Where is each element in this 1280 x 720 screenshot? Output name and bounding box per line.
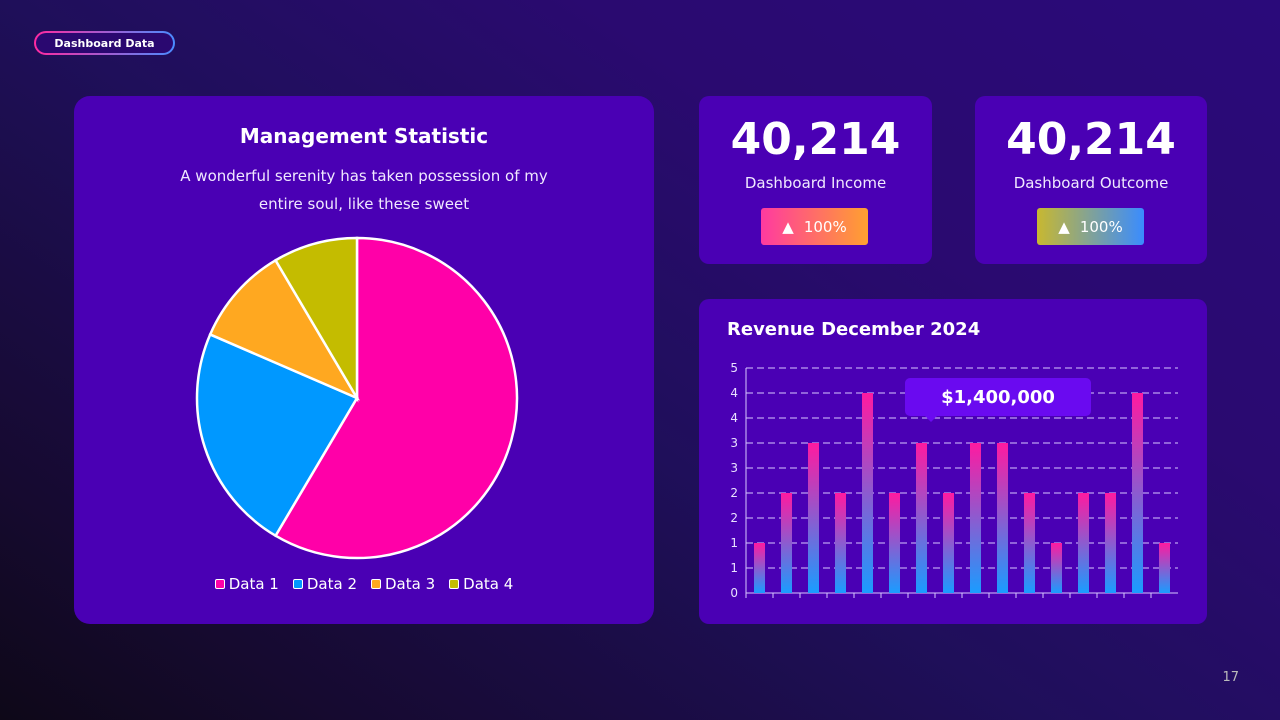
bar-10: [997, 443, 1008, 593]
bar-1: [754, 543, 765, 593]
bar-9: [970, 443, 981, 593]
triangle-up-icon: ▲: [782, 217, 794, 236]
income-value: 40,214: [730, 114, 901, 165]
y-tick-label: 3: [730, 436, 738, 450]
legend-swatch: [371, 579, 381, 589]
income-label: Dashboard Income: [744, 174, 887, 192]
bar-15: [1132, 393, 1143, 593]
bar-5: [862, 393, 873, 593]
y-tick-label: 4: [730, 411, 738, 425]
legend-item: Data 2: [292, 575, 357, 593]
triangle-up-icon: ▲: [1058, 217, 1070, 236]
y-tick-label: 2: [730, 511, 738, 525]
pie-slice-2: [195, 332, 359, 538]
legend-swatch: [292, 579, 303, 589]
page-number: 17: [1222, 670, 1239, 685]
legend-label: Data 4: [463, 575, 514, 593]
income-badge: ▲ 100%: [761, 208, 868, 245]
bar-16: [1159, 543, 1170, 593]
bar-7: [916, 443, 927, 593]
bar-3: [808, 443, 819, 593]
legend-label: Data 1: [228, 575, 279, 593]
legend-label: Data 3: [385, 575, 436, 593]
pie-title: Management Statistic: [239, 124, 489, 148]
legend-label: Data 2: [306, 575, 357, 593]
y-tick-label: 2: [730, 486, 738, 500]
bar-4: [835, 493, 846, 593]
bar-12: [1051, 543, 1062, 593]
pie-slice-3: [208, 258, 361, 401]
outcome-value: 40,214: [1006, 114, 1176, 165]
bar-13: [1078, 493, 1089, 593]
legend-swatch: [449, 579, 460, 589]
y-tick-label: 5: [730, 361, 738, 375]
y-tick-label: 3: [730, 461, 738, 475]
pie-slice-4: [273, 236, 359, 403]
revenue-tooltip: $1,400,000: [905, 378, 1091, 416]
income-card: 40,214 Dashboard Income ▲ 100%: [699, 96, 932, 264]
y-tick-label: 0: [730, 586, 738, 600]
legend-item: Data 1: [214, 575, 279, 593]
outcome-label: Dashboard Outcome: [1013, 174, 1169, 192]
bar-14: [1105, 493, 1116, 593]
pie-slice-1: [273, 236, 519, 560]
y-tick-label: 1: [730, 536, 738, 550]
pie-legend: Data 1 Data 2 Data 3 Data 4: [74, 575, 654, 593]
outcome-change: 100%: [1079, 217, 1123, 236]
legend-item: Data 4: [449, 575, 513, 593]
outcome-card: 40,214 Dashboard Outcome ▲ 100%: [975, 96, 1207, 264]
bar-11: [1024, 493, 1035, 593]
tooltip-pointer: [925, 416, 937, 428]
outcome-badge: ▲ 100%: [1037, 208, 1144, 245]
income-change: 100%: [803, 217, 847, 236]
legend-swatch: [214, 579, 225, 589]
y-tick-label: 1: [730, 561, 738, 575]
bar-2: [781, 493, 792, 593]
bar-8: [943, 493, 954, 593]
y-tick-label: 4: [730, 386, 738, 400]
bar-6: [889, 493, 900, 593]
dashboard-data-pill: Dashboard Data: [34, 31, 175, 55]
legend-item: Data 3: [371, 575, 435, 593]
revenue-title: Revenue December 2024: [727, 319, 981, 340]
pie-subtitle: A wonderful serenity has taken possessio…: [180, 167, 548, 213]
